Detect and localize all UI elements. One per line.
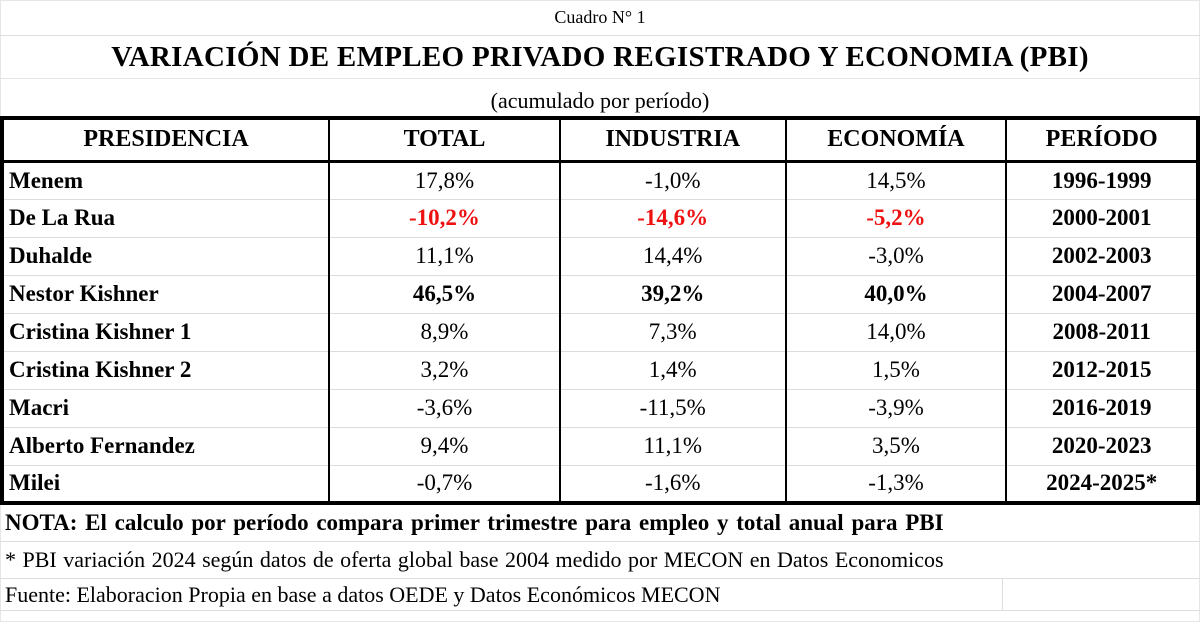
table-row-cristina-kishner-1: Cristina Kishner 1 8,9% 7,3% 14,0% 2008-… — [2, 312, 1198, 351]
table-row-cristina-kishner-2: Cristina Kishner 2 3,2% 1,4% 1,5% 2012-2… — [2, 350, 1198, 389]
table-caption: Cuadro N° 1 — [0, 0, 1200, 36]
note-line: NOTA: El calculo por período compara pri… — [0, 505, 1200, 542]
presidencia-cell: Macri — [2, 388, 330, 427]
col-header-industria: INDUSTRIA — [558, 118, 786, 163]
economia-cell: 3,5% — [784, 426, 1007, 465]
presidencia-cell: Menem — [2, 161, 330, 199]
col-header-total: TOTAL — [328, 118, 560, 163]
total-cell: -10,2% — [328, 198, 560, 237]
periodo-cell: 1996-1999 — [1005, 161, 1198, 199]
source-row: Fuente: Elaboracion Propia en base a dat… — [0, 579, 1200, 611]
industria-cell: -11,5% — [558, 388, 786, 427]
table-subtitle: (acumulado por período) — [490, 88, 710, 113]
table-row-alberto-fernandez: Alberto Fernandez 9,4% 11,1% 3,5% 2020-2… — [2, 426, 1198, 465]
industria-cell: -1,6% — [558, 464, 786, 503]
col-header-presidencia: PRESIDENCIA — [2, 118, 330, 163]
presidencia-cell: De La Rua — [2, 198, 330, 237]
data-table: PRESIDENCIA TOTAL INDUSTRIA ECONOMÍA PER… — [0, 116, 1200, 505]
economia-cell: 40,0% — [784, 274, 1007, 313]
industria-cell: 39,2% — [558, 274, 786, 313]
total-cell: -0,7% — [328, 464, 560, 503]
economia-cell: -5,2% — [784, 198, 1007, 237]
table-row-nestor-kishner: Nestor Kishner 46,5% 39,2% 40,0% 2004-20… — [2, 274, 1198, 313]
presidencia-cell: Milei — [2, 464, 330, 503]
economia-cell: -1,3% — [784, 464, 1007, 503]
economia-cell: 1,5% — [784, 350, 1007, 389]
periodo-cell: 2012-2015 — [1005, 350, 1198, 389]
economia-cell: -3,0% — [784, 236, 1007, 275]
source-line: Fuente: Elaboracion Propia en base a dat… — [0, 579, 1003, 610]
industria-cell: 1,4% — [558, 350, 786, 389]
empty-cell — [1003, 579, 1200, 610]
industria-cell: 14,4% — [558, 236, 786, 275]
table-row-macri: Macri -3,6% -11,5% -3,9% 2016-2019 — [2, 388, 1198, 427]
col-header-economia: ECONOMÍA — [784, 118, 1007, 163]
industria-cell: -1,0% — [558, 161, 786, 199]
total-cell: -3,6% — [328, 388, 560, 427]
periodo-cell: 2016-2019 — [1005, 388, 1198, 427]
economia-cell: -3,9% — [784, 388, 1007, 427]
presidencia-cell: Duhalde — [2, 236, 330, 275]
table-title: VARIACIÓN DE EMPLEO PRIVADO REGISTRADO Y… — [0, 36, 1200, 79]
presidencia-cell: Cristina Kishner 2 — [2, 350, 330, 389]
industria-cell: 11,1% — [558, 426, 786, 465]
total-cell: 11,1% — [328, 236, 560, 275]
periodo-cell: 2002-2003 — [1005, 236, 1198, 275]
industria-cell: 7,3% — [558, 312, 786, 351]
total-cell: 46,5% — [328, 274, 560, 313]
periodo-cell: 2004-2007 — [1005, 274, 1198, 313]
bottom-margin — [0, 611, 1200, 622]
periodo-cell: 2008-2011 — [1005, 312, 1198, 351]
economia-cell: 14,0% — [784, 312, 1007, 351]
periodo-cell: 2024-2025* — [1005, 464, 1198, 503]
header-row: PRESIDENCIA TOTAL INDUSTRIA ECONOMÍA PER… — [2, 118, 1198, 163]
economia-cell: 14,5% — [784, 161, 1007, 199]
total-cell: 8,9% — [328, 312, 560, 351]
periodo-cell: 2000-2001 — [1005, 198, 1198, 237]
table-row-duhalde: Duhalde 11,1% 14,4% -3,0% 2002-2003 — [2, 236, 1198, 275]
table-row-de-la-rua: De La Rua -10,2% -14,6% -5,2% 2000-2001 — [2, 198, 1198, 237]
total-cell: 3,2% — [328, 350, 560, 389]
industria-cell: -14,6% — [558, 198, 786, 237]
presidencia-cell: Cristina Kishner 1 — [2, 312, 330, 351]
total-cell: 9,4% — [328, 426, 560, 465]
table-row-menem: Menem 17,8% -1,0% 14,5% 1996-1999 — [2, 161, 1198, 199]
periodo-cell: 2020-2023 — [1005, 426, 1198, 465]
total-cell: 17,8% — [328, 161, 560, 199]
presidencia-cell: Nestor Kishner — [2, 274, 330, 313]
col-header-periodo: PERÍODO — [1005, 118, 1198, 163]
footnote-line: * PBI variación 2024 según datos de ofer… — [0, 542, 1200, 579]
table-row-milei: Milei -0,7% -1,6% -1,3% 2024-2025* — [2, 464, 1198, 503]
presidencia-cell: Alberto Fernandez — [2, 426, 330, 465]
